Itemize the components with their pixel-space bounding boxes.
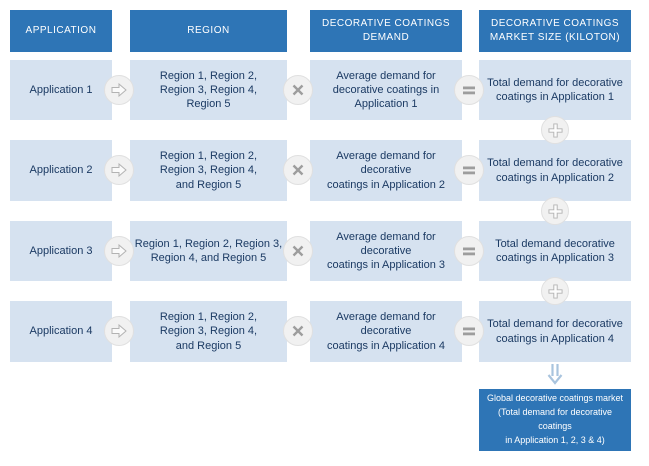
equals-icon [463,86,475,94]
global-market-total-box: Global decorative coatings market (Total… [479,389,631,451]
plus-operator [541,277,569,305]
column-header-region: REGION [130,10,287,52]
arrow-right-operator [104,75,134,105]
arrow-down-icon [547,364,563,385]
application-box: Application 2 [10,140,112,201]
market-size-box: Total demand for decorative coatings in … [479,301,631,362]
arrow-right-operator [104,316,134,346]
plus-icon [547,203,563,219]
application-box: Application 1 [10,60,112,120]
plus-operator [541,197,569,225]
region-box: Region 1, Region 2, Region 3, Region 4, … [130,60,287,120]
plus-icon [547,122,563,138]
market-size-box: Total demand for decorative coatings in … [479,140,631,201]
region-box: Region 1, Region 2, Region 3, Region 4, … [130,221,287,281]
multiply-icon [292,245,304,257]
equals-operator [454,75,484,105]
arrow-right-icon [111,83,127,97]
plus-operator [541,116,569,144]
arrow-right-operator [104,155,134,185]
demand-box: Average demand for decorative coatings i… [310,140,462,201]
demand-box: Average demand for decorative coatings i… [310,60,462,120]
market-size-box: Total demand for decorative coatings in … [479,60,631,120]
arrow-right-icon [111,244,127,258]
application-box: Application 3 [10,221,112,281]
multiply-operator [283,75,313,105]
region-box: Region 1, Region 2, Region 3, Region 4, … [130,301,287,362]
plus-icon [547,283,563,299]
multiply-operator [283,316,313,346]
equals-operator [454,316,484,346]
arrow-right-icon [111,324,127,338]
application-box: Application 4 [10,301,112,362]
equals-operator [454,236,484,266]
region-box: Region 1, Region 2, Region 3, Region 4, … [130,140,287,201]
multiply-icon [292,164,304,176]
equals-icon [463,166,475,174]
equals-icon [463,247,475,255]
column-header-market-size: DECORATIVE COATINGS MARKET SIZE (KILOTON… [479,10,631,52]
demand-box: Average demand for decorative coatings i… [310,301,462,362]
equals-operator [454,155,484,185]
arrow-right-icon [111,163,127,177]
arrow-down-operator [546,363,564,385]
market-size-box: Total demand decorative coatings in Appl… [479,221,631,281]
arrow-right-operator [104,236,134,266]
multiply-icon [292,325,304,337]
multiply-operator [283,236,313,266]
equals-icon [463,327,475,335]
multiply-icon [292,84,304,96]
column-header-application: APPLICATION [10,10,112,52]
demand-box: Average demand for decorative coatings i… [310,221,462,281]
multiply-operator [283,155,313,185]
column-header-demand: DECORATIVE COATINGS DEMAND [310,10,462,52]
